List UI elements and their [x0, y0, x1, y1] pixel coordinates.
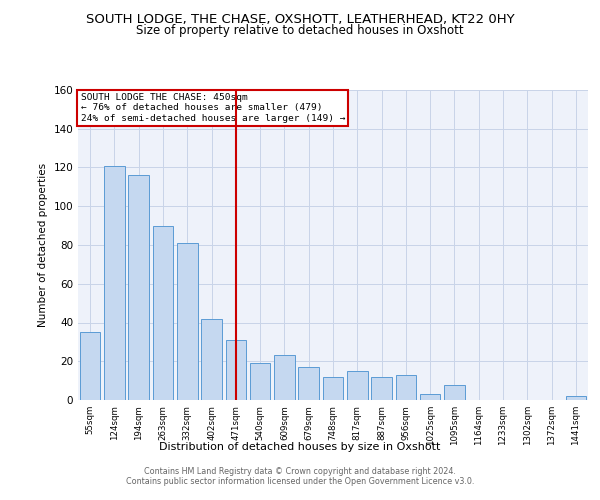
- Bar: [444, 384, 465, 400]
- Bar: [420, 394, 440, 400]
- Bar: [226, 340, 246, 400]
- Bar: [395, 375, 416, 400]
- Bar: [347, 371, 368, 400]
- Bar: [177, 243, 197, 400]
- Text: SOUTH LODGE, THE CHASE, OXSHOTT, LEATHERHEAD, KT22 0HY: SOUTH LODGE, THE CHASE, OXSHOTT, LEATHER…: [86, 12, 514, 26]
- Bar: [201, 318, 222, 400]
- Text: Contains public sector information licensed under the Open Government Licence v3: Contains public sector information licen…: [126, 477, 474, 486]
- Bar: [274, 356, 295, 400]
- Bar: [566, 396, 586, 400]
- Text: Distribution of detached houses by size in Oxshott: Distribution of detached houses by size …: [160, 442, 440, 452]
- Text: SOUTH LODGE THE CHASE: 450sqm
← 76% of detached houses are smaller (479)
24% of : SOUTH LODGE THE CHASE: 450sqm ← 76% of d…: [80, 93, 345, 123]
- Y-axis label: Number of detached properties: Number of detached properties: [38, 163, 48, 327]
- Bar: [128, 175, 149, 400]
- Bar: [250, 363, 271, 400]
- Bar: [152, 226, 173, 400]
- Text: Contains HM Land Registry data © Crown copyright and database right 2024.: Contains HM Land Registry data © Crown c…: [144, 467, 456, 476]
- Bar: [80, 332, 100, 400]
- Bar: [371, 377, 392, 400]
- Bar: [323, 377, 343, 400]
- Bar: [298, 367, 319, 400]
- Bar: [104, 166, 125, 400]
- Text: Size of property relative to detached houses in Oxshott: Size of property relative to detached ho…: [136, 24, 464, 37]
